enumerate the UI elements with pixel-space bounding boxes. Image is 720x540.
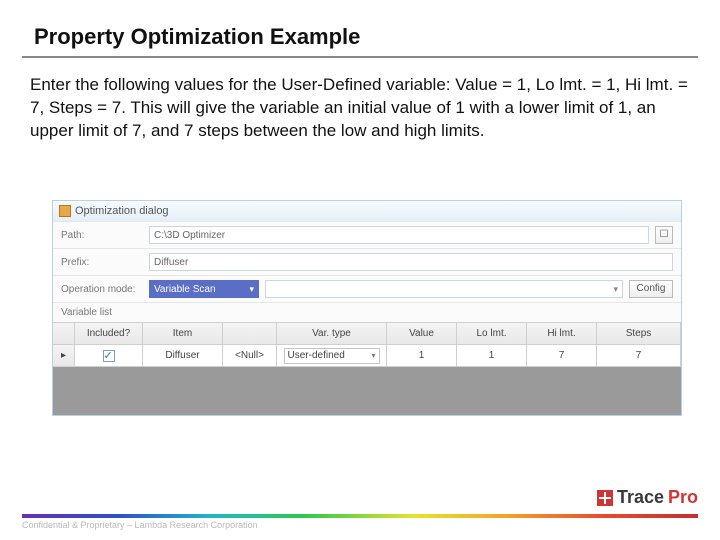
- logo-suffix: Pro: [668, 487, 698, 508]
- item-cell: Diffuser: [143, 345, 223, 367]
- logo-mark-icon: [597, 490, 613, 506]
- opmode-row: Operation mode: Variable Scan ▾ ▾ Config: [53, 275, 681, 302]
- opmode-dropdown[interactable]: ▾: [265, 280, 623, 298]
- col-hilmt: Hi lmt.: [527, 323, 597, 345]
- prefix-label: Prefix:: [61, 257, 143, 268]
- grid-header: Included? Item Var. type Value Lo lmt. H…: [53, 323, 681, 345]
- included-checkbox[interactable]: [103, 350, 115, 362]
- opmode-label: Operation mode:: [61, 284, 143, 295]
- vartype-value: User-defined: [288, 350, 345, 361]
- table-row[interactable]: ▸ Diffuser <Null> User-defined ▾ 1 1 7 7: [53, 345, 681, 367]
- vartype-cell[interactable]: User-defined ▾: [277, 345, 387, 367]
- path-row: Path: C:\3D Optimizer ☐: [53, 221, 681, 248]
- steps-cell[interactable]: 7: [597, 345, 681, 367]
- col-item: Item: [143, 323, 223, 345]
- col-value: Value: [387, 323, 457, 345]
- col-blank: [223, 323, 277, 345]
- col-steps: Steps: [597, 323, 681, 345]
- dialog-icon: [59, 205, 71, 217]
- config-button[interactable]: Config: [629, 280, 673, 298]
- dialog-title: Optimization dialog: [75, 205, 169, 217]
- hilmt-cell[interactable]: 7: [527, 345, 597, 367]
- path-label: Path:: [61, 230, 143, 241]
- vartype-dropdown[interactable]: User-defined ▾: [284, 348, 380, 364]
- footer-note: Confidential & Proprietary – Lambda Rese…: [22, 520, 258, 530]
- col-marker: [53, 323, 75, 345]
- slide-title: Property Optimization Example: [34, 24, 360, 50]
- col-vartype: Var. type: [277, 323, 387, 345]
- lolmt-cell[interactable]: 1: [457, 345, 527, 367]
- title-rule: [22, 56, 698, 58]
- prefix-row: Prefix: Diffuser: [53, 248, 681, 275]
- col-included: Included?: [75, 323, 143, 345]
- col-lolmt: Lo lmt.: [457, 323, 527, 345]
- null-cell: <Null>: [223, 345, 277, 367]
- opmode-value: Variable Scan: [154, 284, 216, 295]
- prefix-input[interactable]: Diffuser: [149, 253, 673, 271]
- opmode-combo[interactable]: Variable Scan ▾: [149, 280, 259, 298]
- path-input[interactable]: C:\3D Optimizer: [149, 226, 649, 244]
- tracepro-logo: TracePro: [597, 487, 698, 508]
- included-cell[interactable]: [75, 345, 143, 367]
- body-text: Enter the following values for the User-…: [30, 74, 690, 143]
- optimization-dialog: Optimization dialog Path: C:\3D Optimize…: [52, 200, 682, 416]
- variable-list-label: Variable list: [53, 302, 681, 322]
- browse-button[interactable]: ☐: [655, 226, 673, 244]
- value-cell[interactable]: 1: [387, 345, 457, 367]
- chevron-down-icon: ▾: [371, 351, 375, 360]
- row-marker: ▸: [53, 345, 75, 367]
- dialog-titlebar: Optimization dialog: [53, 201, 681, 221]
- logo-brand: Trace: [617, 487, 664, 508]
- variable-grid: Included? Item Var. type Value Lo lmt. H…: [53, 322, 681, 415]
- chevron-down-icon: ▾: [249, 284, 254, 295]
- spectrum-bar: [22, 514, 698, 518]
- grid-empty-area: [53, 367, 681, 415]
